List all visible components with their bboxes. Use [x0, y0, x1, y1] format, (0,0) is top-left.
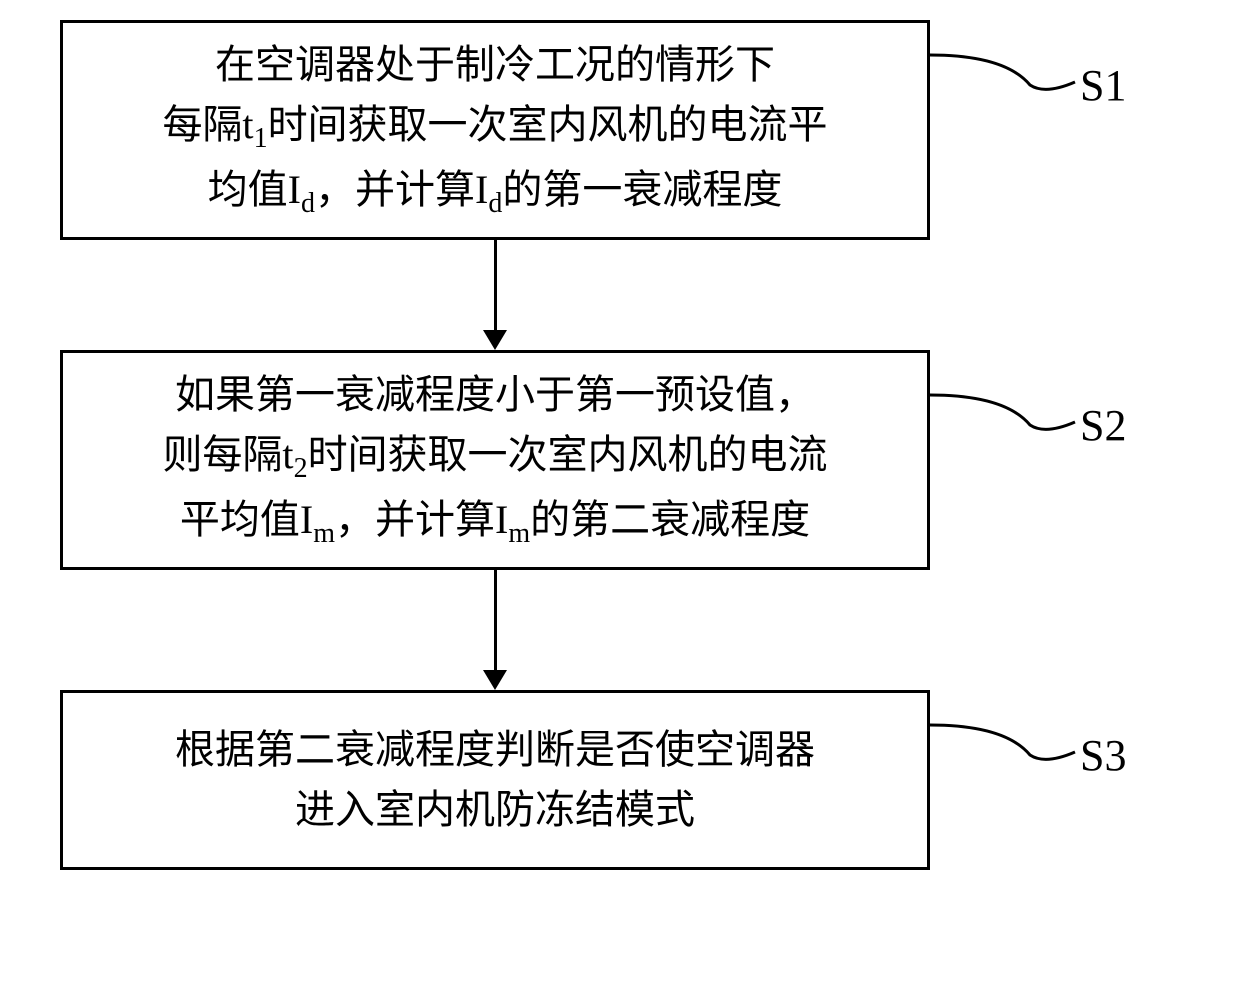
step-label-s2: S2: [1080, 400, 1126, 451]
step-text-s1: 在空调器处于制冷工况的情形下 每隔t1时间获取一次室内风机的电流平 均值Id，并…: [162, 35, 827, 225]
arrow-line-2: [494, 570, 497, 670]
s1-line3-sub1: d: [301, 188, 315, 219]
s2-line3-sub1: m: [313, 518, 335, 549]
s2-line3-p2: ，并计算I: [335, 497, 508, 542]
s1-line2-sub1: 1: [254, 123, 268, 154]
s1-line1: 在空调器处于制冷工况的情形下: [215, 42, 775, 87]
arrow-head-1: [483, 330, 507, 350]
s2-line2-sub1: 2: [294, 453, 308, 484]
s2-line2-p2: 时间获取一次室内风机的电流: [308, 432, 828, 477]
label-connector-s3: [930, 710, 1080, 790]
s2-line3-p1: 平均值I: [180, 497, 313, 542]
step-label-s3: S3: [1080, 730, 1126, 781]
arrow-head-2: [483, 670, 507, 690]
label-connector-s1: [930, 40, 1080, 120]
s3-line2: 进入室内机防冻结模式: [295, 787, 695, 832]
s2-line2-p1: 则每隔t: [162, 432, 293, 477]
step-text-s3: 根据第二衰减程度判断是否使空调器 进入室内机防冻结模式: [175, 720, 815, 840]
s1-line3-p2: ，并计算I: [315, 167, 488, 212]
s1-line3-p1: 均值I: [208, 167, 301, 212]
step-text-s2: 如果第一衰减程度小于第一预设值， 则每隔t2时间获取一次室内风机的电流 平均值I…: [162, 365, 827, 555]
arrow-line-1: [494, 240, 497, 330]
s2-line3-sub2: m: [508, 518, 530, 549]
s1-line3-p3: 的第一衰减程度: [502, 167, 782, 212]
s2-line1: 如果第一衰减程度小于第一预设值，: [175, 372, 815, 417]
label-connector-s2: [930, 380, 1080, 460]
s1-line2-p1: 每隔t: [162, 102, 253, 147]
step-box-s2: 如果第一衰减程度小于第一预设值， 则每隔t2时间获取一次室内风机的电流 平均值I…: [60, 350, 930, 570]
step-box-s1: 在空调器处于制冷工况的情形下 每隔t1时间获取一次室内风机的电流平 均值Id，并…: [60, 20, 930, 240]
s3-line1: 根据第二衰减程度判断是否使空调器: [175, 727, 815, 772]
s1-line2-p2: 时间获取一次室内风机的电流平: [268, 102, 828, 147]
step-box-s3: 根据第二衰减程度判断是否使空调器 进入室内机防冻结模式: [60, 690, 930, 870]
s2-line3-p3: 的第二衰减程度: [530, 497, 810, 542]
step-label-s1: S1: [1080, 60, 1126, 111]
s1-line3-sub2: d: [488, 188, 502, 219]
